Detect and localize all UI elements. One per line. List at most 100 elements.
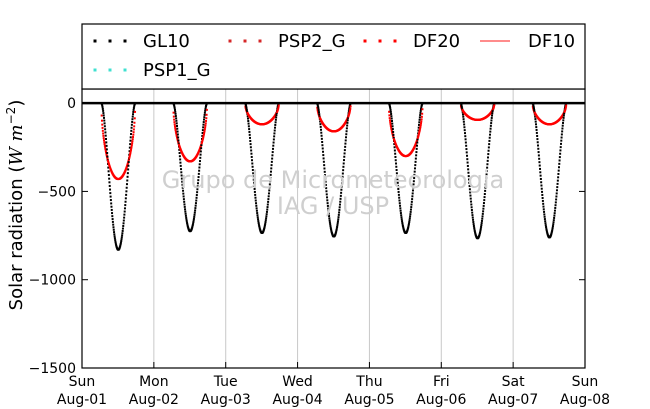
gl10-point <box>411 195 414 198</box>
x-tick-label-day: Mon <box>139 374 169 390</box>
gl10-point <box>480 225 483 228</box>
gl10-point <box>122 224 125 227</box>
gl10-point <box>474 232 477 235</box>
gl10-point <box>326 204 329 207</box>
gl10-point <box>419 111 422 114</box>
gl10-point <box>200 144 203 147</box>
gl10-point <box>534 120 537 123</box>
gl10-point <box>107 166 110 169</box>
gl10-point <box>120 238 123 241</box>
gl10-point <box>555 192 558 195</box>
gl10-point <box>258 224 261 227</box>
gl10-point <box>173 108 176 111</box>
gl10-point <box>340 191 343 194</box>
gl10-point <box>249 136 252 139</box>
gl10-point <box>202 126 205 129</box>
gl10-point <box>327 212 330 215</box>
gl10-point <box>471 216 474 219</box>
gl10-point <box>406 228 409 231</box>
gl10-point <box>486 166 489 169</box>
gl10-point <box>400 218 403 221</box>
gl10-point <box>562 116 565 119</box>
df20-point <box>107 160 110 163</box>
gl10-point <box>486 163 489 166</box>
gl10-point <box>463 132 466 135</box>
gl10-point <box>346 124 349 127</box>
gl10-point <box>465 151 468 154</box>
df20-point <box>390 127 393 130</box>
gl10-point <box>204 106 207 109</box>
df20-point <box>202 135 205 138</box>
gl10-point <box>397 187 400 190</box>
gl10-point <box>472 223 475 226</box>
gl10-point <box>127 164 130 167</box>
gl10-point <box>344 145 347 148</box>
gl10-point <box>346 119 349 122</box>
gl10-point <box>336 220 339 223</box>
gl10-point <box>107 170 110 173</box>
gl10-point <box>394 152 397 155</box>
df20-point <box>564 106 567 109</box>
gl10-point <box>328 217 331 220</box>
df20-point <box>493 104 496 107</box>
df20-point <box>203 129 206 132</box>
gl10-point <box>464 135 467 138</box>
gl10-point <box>487 146 490 149</box>
gl10-point <box>326 202 329 205</box>
gl10-point <box>109 195 112 198</box>
gl10-point <box>336 222 339 225</box>
gl10-point <box>265 215 268 218</box>
df20-point <box>132 131 135 134</box>
gl10-point <box>111 215 114 218</box>
gl10-point <box>461 113 464 116</box>
gl10-point <box>465 144 468 147</box>
x-tick-label-date: Aug-03 <box>201 392 251 408</box>
gl10-point <box>470 208 473 211</box>
gl10-point <box>124 200 127 203</box>
gl10-point <box>203 111 206 114</box>
gl10-point <box>348 106 351 109</box>
legend: GL10 PSP2_G DF20 DF10 PSP1_G <box>93 31 575 81</box>
gl10-point <box>329 223 332 226</box>
gl10-point <box>539 174 542 177</box>
gl10-point <box>536 134 539 137</box>
gl10-point <box>340 185 343 188</box>
gl10-point <box>328 219 331 222</box>
gl10-point <box>413 177 416 180</box>
gl10-point <box>264 222 267 225</box>
gl10-point <box>545 227 548 230</box>
gl10-point <box>342 169 345 172</box>
gl10-point <box>339 194 342 197</box>
gl10-point <box>543 218 546 221</box>
gl10-point <box>463 129 466 132</box>
gl10-point <box>415 144 418 147</box>
gl10-point <box>182 195 185 198</box>
gl10-point <box>393 149 396 152</box>
gl10-point <box>186 225 189 228</box>
df20-point <box>564 108 567 111</box>
gl10-point <box>390 115 393 118</box>
gl10-point <box>129 136 132 139</box>
gl10-point <box>272 144 275 147</box>
gl10-point <box>541 190 544 193</box>
gl10-point <box>319 120 322 123</box>
gl10-point <box>178 155 181 158</box>
df20-point <box>132 128 135 131</box>
gl10-point <box>540 181 543 184</box>
gl10-point <box>253 187 256 190</box>
gl10-point <box>412 180 415 183</box>
gl10-point <box>183 200 186 203</box>
gl10-point <box>464 138 467 141</box>
gl10-point <box>537 147 540 150</box>
gl10-point <box>124 204 127 207</box>
gl10-point <box>554 206 557 209</box>
gl10-point <box>472 224 475 227</box>
gl10-point <box>532 107 535 110</box>
gl10-point <box>551 225 554 228</box>
gl10-point <box>343 155 346 158</box>
gl10-point <box>274 118 277 121</box>
gl10-point <box>555 198 558 201</box>
gl10-point <box>556 179 559 182</box>
df20-point <box>103 141 106 144</box>
gl10-point <box>131 120 134 123</box>
